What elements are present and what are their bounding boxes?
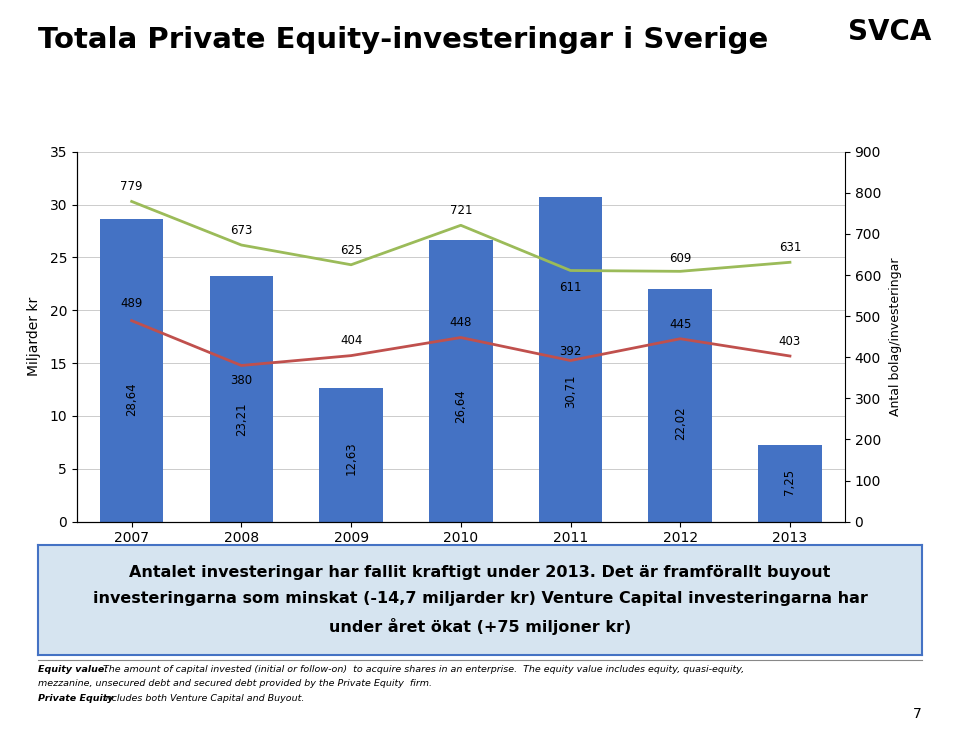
Y-axis label: Antal bolag/investeringar: Antal bolag/investeringar xyxy=(889,258,902,416)
Bar xyxy=(429,240,492,522)
Text: 380: 380 xyxy=(230,374,252,387)
Text: 26,64: 26,64 xyxy=(454,389,468,423)
Text: 609: 609 xyxy=(669,252,691,265)
Bar xyxy=(539,197,602,522)
Text: 7: 7 xyxy=(913,707,922,722)
Text: 403: 403 xyxy=(779,334,801,348)
Text: 28,64: 28,64 xyxy=(125,382,138,416)
Text: 625: 625 xyxy=(340,243,362,257)
Text: Equity value:: Equity value: xyxy=(38,665,108,673)
Text: Antalet investeringar har fallit kraftigt under 2013. Det är framförallt buyout
: Antalet investeringar har fallit kraftig… xyxy=(92,565,868,636)
Text: 7,25: 7,25 xyxy=(783,468,797,495)
Text: Private Equity: Private Equity xyxy=(38,694,114,703)
Text: 23,21: 23,21 xyxy=(235,403,248,436)
Bar xyxy=(100,219,163,522)
Text: mezzanine, unsecured debt and secured debt provided by the Private Equity  firm.: mezzanine, unsecured debt and secured de… xyxy=(38,679,432,688)
Text: 631: 631 xyxy=(779,241,802,254)
Text: 611: 611 xyxy=(560,280,582,294)
Text: 673: 673 xyxy=(230,223,252,237)
Text: 779: 779 xyxy=(120,181,143,193)
Legend: Totala investeringar, Antal bolag, Antal investeringar: Totala investeringar, Antal bolag, Antal… xyxy=(175,576,624,602)
Bar xyxy=(320,388,383,522)
Text: SVCA: SVCA xyxy=(848,18,931,47)
Text: 392: 392 xyxy=(560,346,582,358)
Text: 404: 404 xyxy=(340,334,362,347)
Text: 22,02: 22,02 xyxy=(674,406,686,440)
Text: 445: 445 xyxy=(669,317,691,331)
Bar xyxy=(648,289,712,522)
Text: Totala Private Equity-investeringar i Sverige: Totala Private Equity-investeringar i Sv… xyxy=(38,26,769,54)
Bar xyxy=(209,276,274,522)
Text: The amount of capital invested (initial or follow-on)  to acquire shares in an e: The amount of capital invested (initial … xyxy=(100,665,744,673)
Y-axis label: Miljarder kr: Miljarder kr xyxy=(27,297,41,377)
Text: 12,63: 12,63 xyxy=(345,441,357,475)
Text: includes both Venture Capital and Buyout.: includes both Venture Capital and Buyout… xyxy=(100,694,304,703)
Text: 721: 721 xyxy=(449,204,472,217)
Text: 30,71: 30,71 xyxy=(564,374,577,408)
Text: 489: 489 xyxy=(120,297,143,310)
Bar xyxy=(758,445,822,522)
Text: 448: 448 xyxy=(449,316,472,329)
